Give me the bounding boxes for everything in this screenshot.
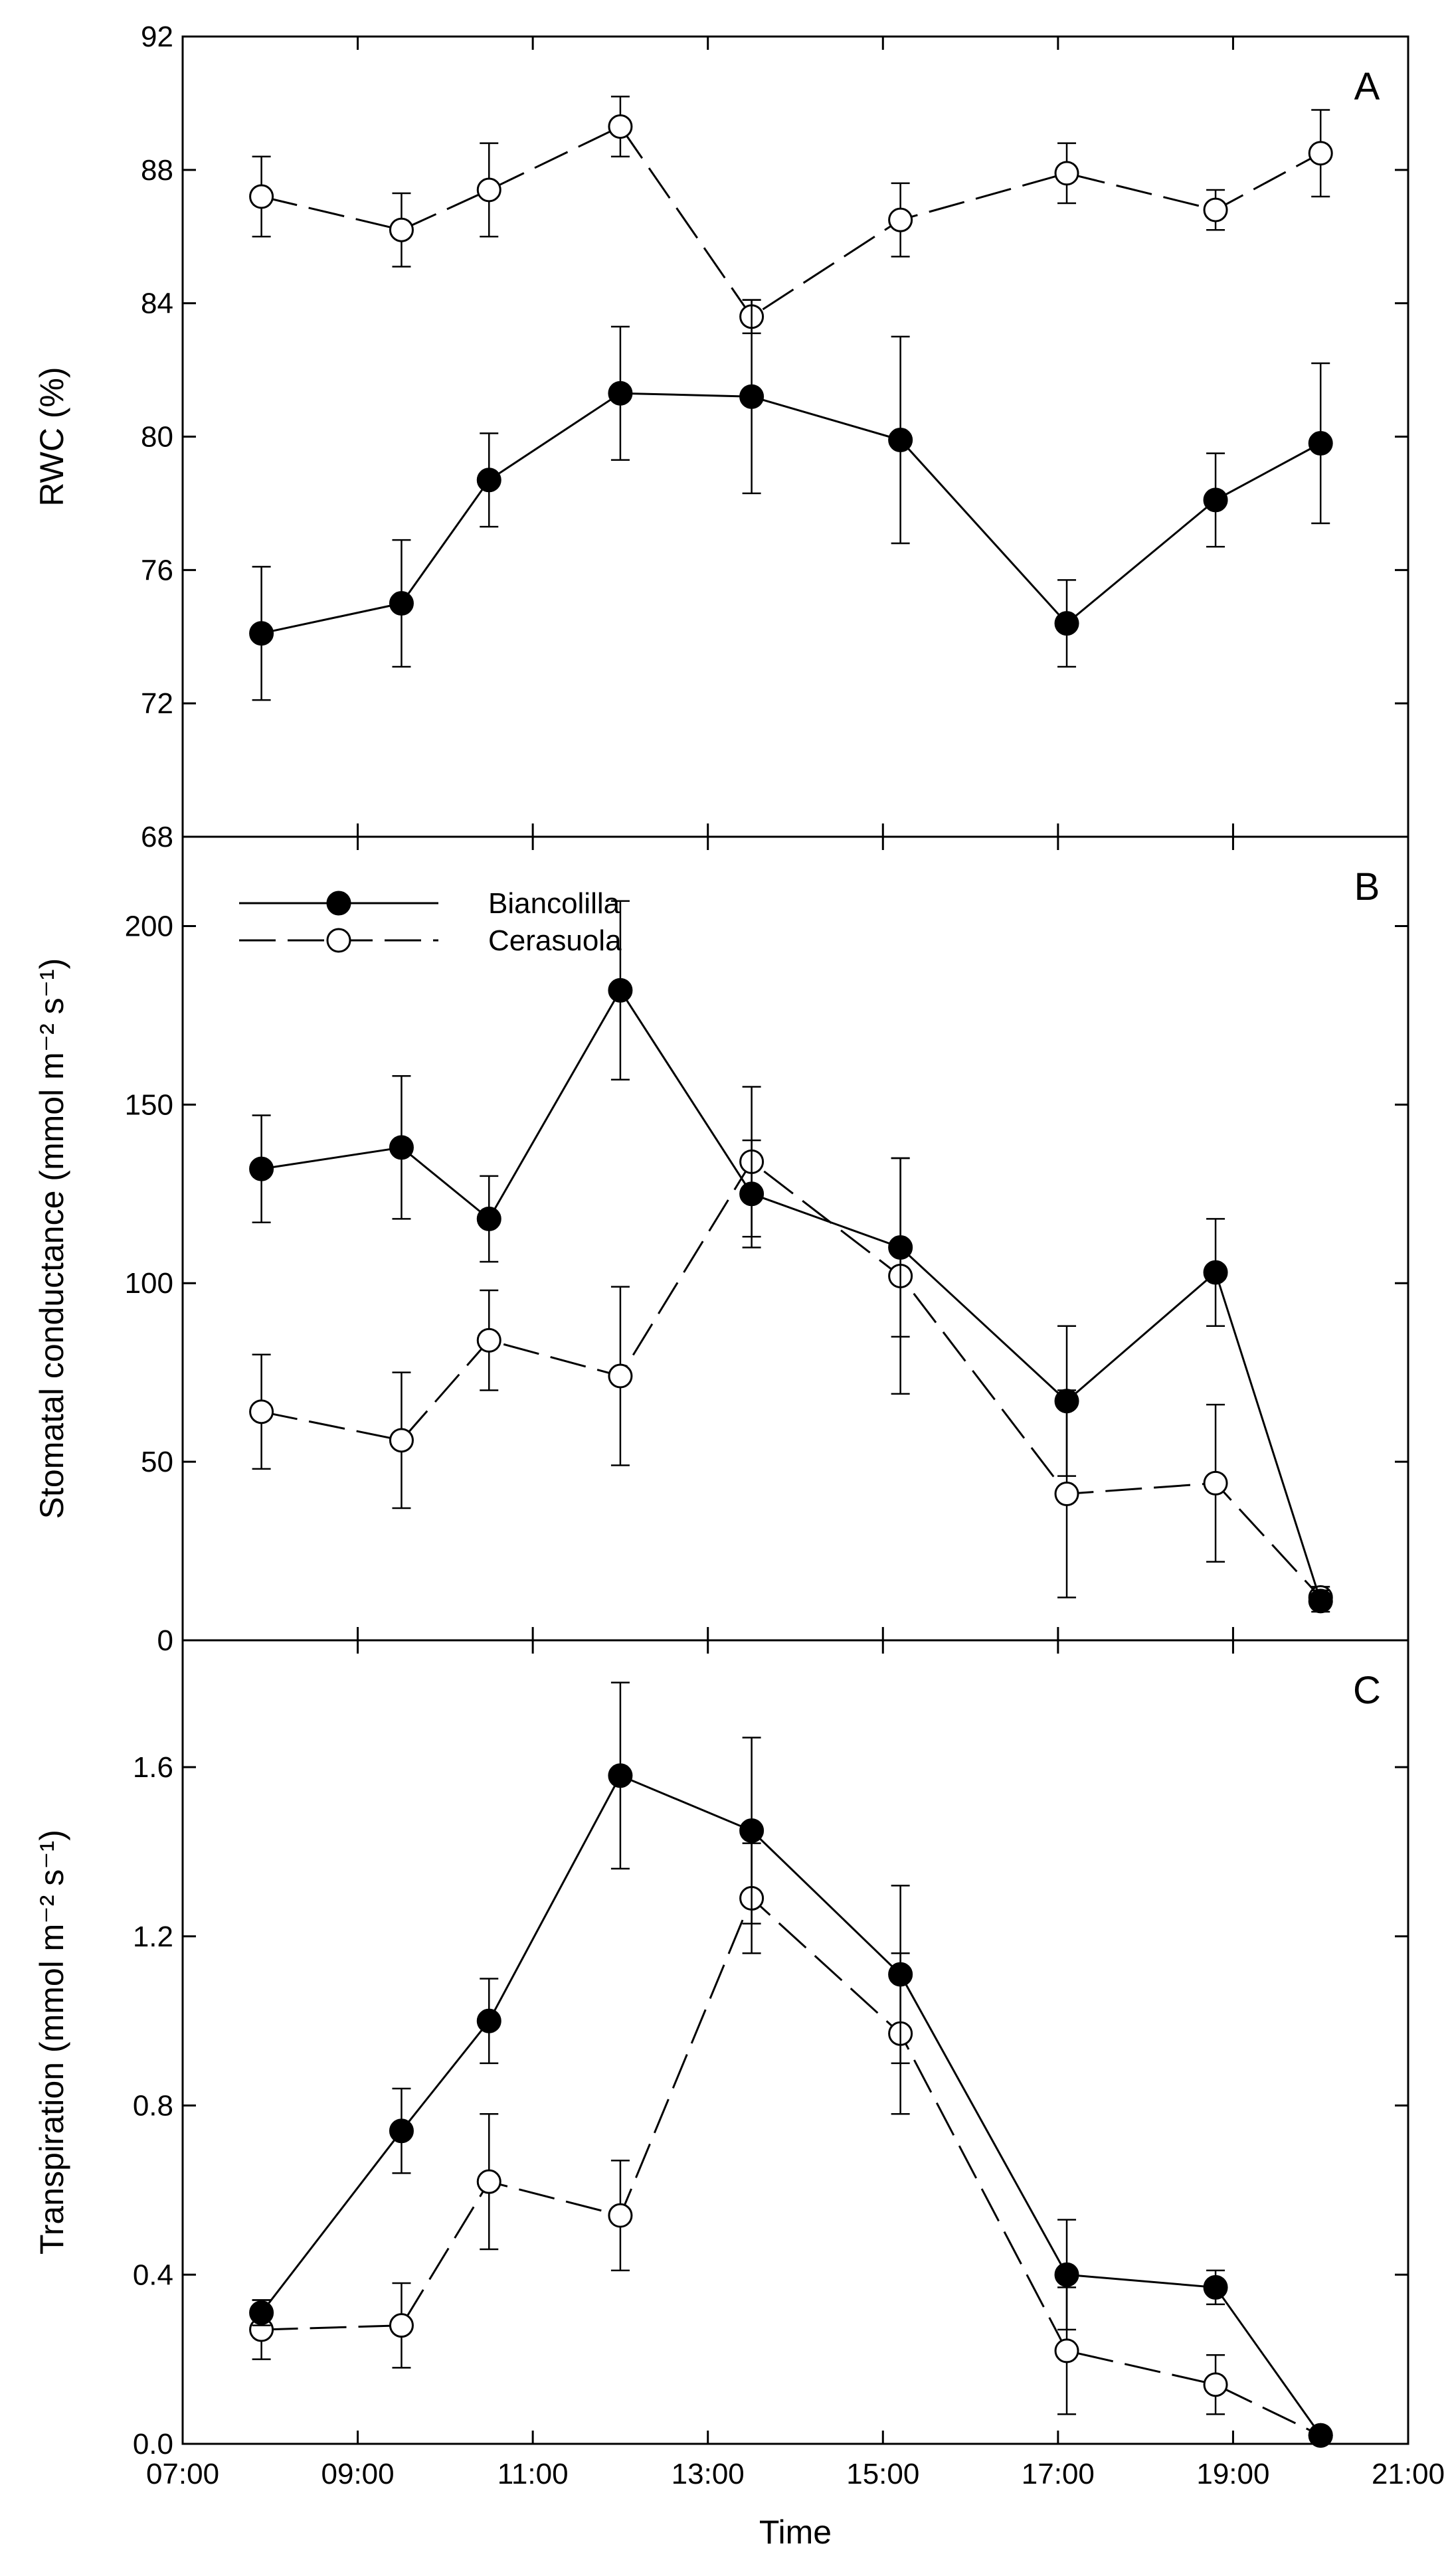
data-point-cerasuola [888,207,913,232]
y-tick-label: 0.8 [133,2090,173,2122]
legend-marker [326,928,351,953]
x-axis-title: Time [759,2514,832,2551]
data-point-biancolilla [1054,611,1079,636]
y-tick-label: 0.0 [133,2428,173,2460]
plot-frame [181,1639,1409,2445]
data-point-biancolilla [1054,1389,1079,1414]
plot-frame [181,35,1409,838]
data-point-cerasuola [1203,2372,1228,2397]
x-tick-label: 21:00 [1372,2458,1445,2490]
data-point-cerasuola [389,217,414,242]
data-point-biancolilla [249,1156,274,1181]
x-tick-label: 07:00 [146,2458,219,2490]
legend-marker [326,891,351,916]
y-tick-label: 92 [141,21,173,53]
data-point-biancolilla [249,621,274,646]
data-point-biancolilla [476,1206,501,1231]
x-tick-label: 15:00 [846,2458,919,2490]
panel-c: 0.0 0.4 0.8 1.2 1.6 07:00 09:00 11:00 13:00 15:00… [33,1639,1445,2490]
data-point-biancolilla [1308,1589,1333,1614]
y-axis-title: RWC (%) [33,367,70,506]
panel-letter: B [1354,865,1380,908]
data-point-biancolilla [888,1235,913,1260]
data-point-cerasuola [1203,1470,1228,1496]
data-point-biancolilla [249,2300,274,2326]
legend-entry-cerasuola: Cerasuola [239,924,622,957]
data-point-biancolilla [1203,2275,1228,2300]
data-point-biancolilla [1308,431,1333,456]
data-point-cerasuola [249,184,274,209]
data-point-biancolilla [608,1763,633,1788]
data-point-biancolilla [888,1962,913,1987]
data-point-biancolilla [1203,1260,1228,1285]
y-tick-label: 72 [141,687,173,720]
data-point-biancolilla [389,2118,414,2144]
x-tick-label: 19:00 [1196,2458,1269,2490]
data-point-biancolilla [739,1818,765,1844]
series-line-cerasuola [261,1896,1321,2437]
panel-b: 0 50 100 150 200 Stomatal conductance (mmol m… [33,835,1409,1657]
y-axis-title: Stomatal conductance (mmol m⁻² s⁻¹) [33,958,70,1519]
y-tick-label: 84 [141,288,173,320]
x-tick-label: 13:00 [672,2458,745,2490]
y-tick-label: 0 [157,1624,173,1657]
series-line-biancolilla [261,392,1321,635]
y-tick-label: 68 [141,821,173,853]
y-tick-label: 150 [125,1088,173,1121]
data-point-biancolilla [888,428,913,453]
data-point-cerasuola [1054,1482,1079,1507]
x-tick-label: 11:00 [497,2458,569,2490]
data-point-cerasuola [1203,197,1228,222]
data-point-cerasuola [608,114,633,139]
y-tick-label: 80 [141,421,173,454]
plot-frame [181,835,1409,1642]
data-point-cerasuola [608,2203,633,2228]
legend-entry-biancolilla: Biancolilla [239,887,620,920]
data-point-cerasuola [389,1428,414,1453]
data-point-cerasuola [1054,161,1079,186]
data-point-biancolilla [476,468,501,493]
series-line-cerasuola [261,1160,1322,1598]
data-point-cerasuola [476,1328,501,1353]
y-tick-label: 100 [125,1267,173,1300]
data-point-biancolilla [389,591,414,616]
data-point-biancolilla [608,978,633,1003]
panel-letter: C [1353,1669,1381,1712]
x-tick-label: 17:00 [1022,2458,1095,2490]
data-point-biancolilla [1308,2423,1333,2448]
data-point-cerasuola [389,2313,414,2338]
data-point-biancolilla [608,381,633,406]
y-tick-label: 50 [141,1446,173,1478]
data-point-cerasuola [476,2169,501,2194]
data-point-cerasuola [608,1363,633,1389]
panel-a: 68 72 76 80 84 88 92 RWC (%) A [33,21,1409,853]
data-point-cerasuola [476,177,501,203]
panel-letter: A [1354,65,1380,108]
y-axis-title: Transpiration (mmol m⁻² s⁻¹) [33,1830,70,2255]
y-tick-label: 200 [125,910,173,942]
y-tick-label: 1.6 [133,1751,173,1784]
data-point-biancolilla [389,1135,414,1160]
series-line-biancolilla [260,1774,1322,2437]
y-tick-label: 88 [141,154,173,187]
series-line-biancolilla [261,988,1322,1602]
y-tick-label: 1.2 [133,1921,173,1953]
data-point-biancolilla [1203,487,1228,513]
legend-label: Cerasuola [488,924,622,957]
x-tick-label: 09:00 [321,2458,395,2490]
data-point-biancolilla [739,1181,765,1207]
legend-label: Biancolilla [488,887,620,920]
y-tick-label: 0.4 [133,2259,173,2291]
data-point-biancolilla [1054,2262,1079,2287]
data-point-biancolilla [476,2008,501,2033]
y-tick-label: 76 [141,554,173,586]
data-point-biancolilla [739,384,765,409]
data-point-cerasuola [249,1399,274,1424]
data-point-cerasuola [1308,141,1333,166]
series-line-cerasuola [261,125,1321,318]
data-point-cerasuola [1054,2338,1079,2363]
